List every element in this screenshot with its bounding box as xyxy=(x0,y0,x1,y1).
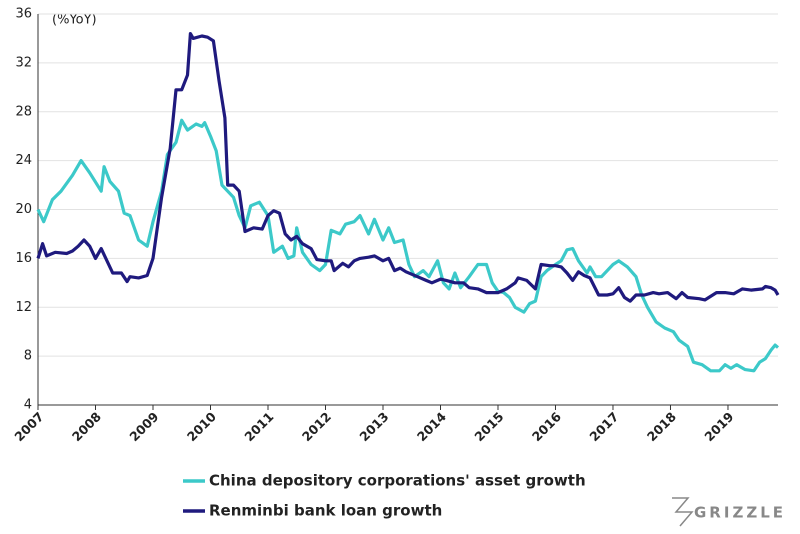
legend-label: Renminbi bank loan growth xyxy=(209,502,442,520)
y-tick-label: 36 xyxy=(15,7,32,22)
x-tick-label: 2009 xyxy=(126,409,161,444)
series-line xyxy=(36,32,780,303)
x-tick-label: 2011 xyxy=(241,409,276,444)
y-tick-label: 8 xyxy=(24,349,32,364)
x-tick-label: 2007 xyxy=(11,409,46,444)
legend-label: China depository corporations' asset gro… xyxy=(209,472,586,490)
x-tick-label: 2013 xyxy=(356,409,391,444)
y-axis-label: (%YoY) xyxy=(52,13,97,28)
x-tick-label: 2008 xyxy=(69,409,104,444)
x-tick-label: 2010 xyxy=(184,409,219,444)
logo-text: GRIZZLE xyxy=(694,504,786,522)
y-tick-label: 4 xyxy=(24,398,32,413)
logo: GRIZZLE xyxy=(672,497,786,527)
x-tick-label: 2019 xyxy=(701,409,736,444)
y-tick-label: 16 xyxy=(15,251,32,266)
y-tick-label: 12 xyxy=(15,300,32,315)
x-tick-label: 2018 xyxy=(644,409,679,444)
x-tick-label: 2015 xyxy=(471,409,506,444)
logo-icon xyxy=(672,497,694,527)
series-line xyxy=(36,118,780,373)
y-tick-label: 20 xyxy=(15,202,32,217)
x-tick-label: 2017 xyxy=(586,409,621,444)
x-tick-label: 2014 xyxy=(414,409,449,444)
x-tick-label: 2012 xyxy=(299,409,334,444)
y-tick-label: 24 xyxy=(15,153,32,168)
y-tick-label: 28 xyxy=(15,104,32,119)
x-tick-label: 2016 xyxy=(529,409,564,444)
y-tick-label: 32 xyxy=(15,55,32,70)
